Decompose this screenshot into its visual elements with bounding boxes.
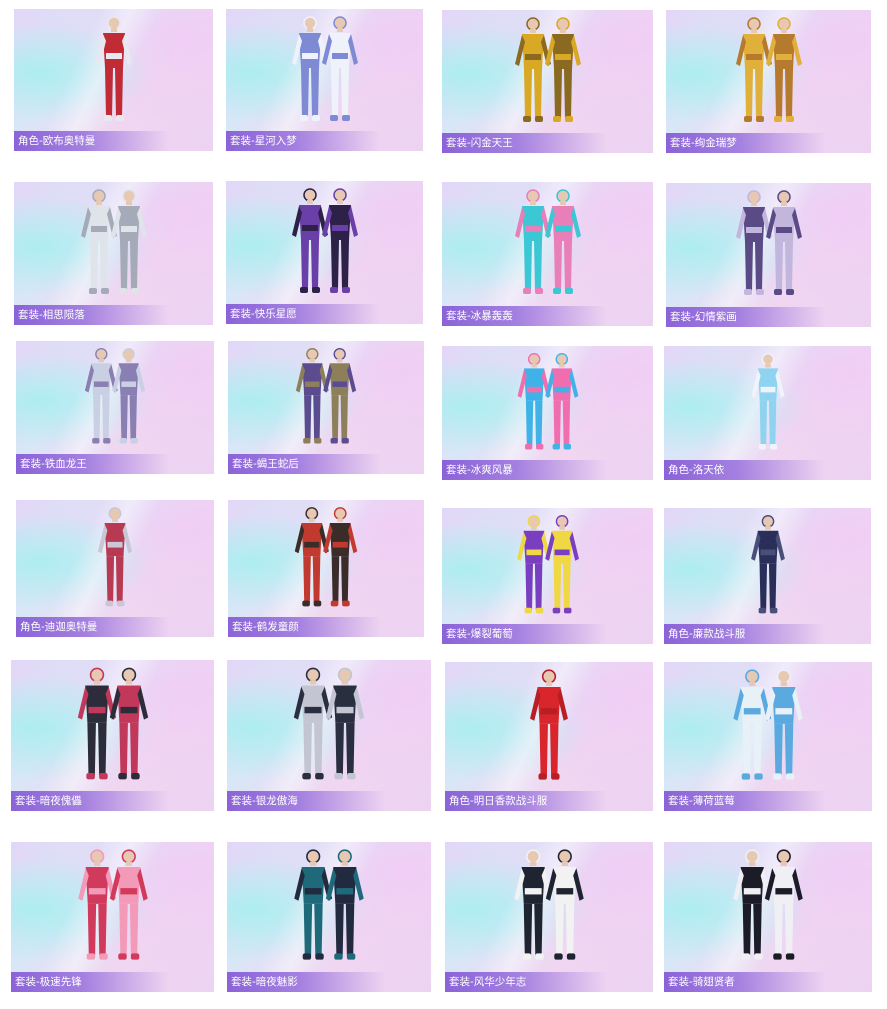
character-figure-image [294,507,358,607]
skin-card[interactable]: 角色-廉款战斗服 [664,508,871,644]
skin-card-label: 套装-暗夜傀儡 [11,791,170,811]
skin-card-label: 角色-欧布奥特曼 [14,131,170,151]
skin-card[interactable]: 套装-鹤发童颜 [228,500,424,637]
skin-card[interactable]: 套装-风华少年志 [445,842,653,992]
character-figure-image [733,849,803,960]
character-figure-image [97,507,133,607]
skin-card-label: 套装-骑翅贤者 [664,972,827,992]
skin-card-label: 套装-快乐星愿 [226,304,380,324]
skin-card[interactable]: 套装-幻情紫画 [666,183,871,327]
character-figure-image [750,352,785,450]
skin-card[interactable]: 套装-闪金天王 [442,10,653,153]
skin-card[interactable]: 套装-冰暴轰轰 [442,182,653,326]
skin-card[interactable]: 套装-薄荷蓝莓 [664,662,872,811]
character-figure-image [514,189,581,294]
character-figure-image [733,669,803,780]
skin-card[interactable]: 套装-快乐星愿 [226,181,423,324]
skin-card-label: 套装-幻情紫画 [666,307,826,327]
character-figure-image [77,667,148,780]
skin-card-label: 套装-爆裂葡萄 [442,624,607,644]
skin-card-label: 角色-廉款战斗服 [664,624,826,644]
skin-card[interactable]: 套装-铁血龙王 [16,341,214,474]
skin-card-label: 套装-冰爽风暴 [442,460,607,480]
skin-card[interactable]: 角色-洛天依 [664,346,871,480]
skin-card[interactable]: 套装-蝎王蛇后 [228,341,424,474]
character-figure-image [294,849,364,960]
skin-card-label: 套装-相思陨落 [14,305,170,325]
character-figure-image [291,16,358,121]
character-figure-image [517,352,578,450]
skin-card-label: 套装-鹤发童颜 [228,617,381,637]
character-figure-image [735,17,802,122]
skin-card-label: 套装-极速先锋 [11,972,170,992]
skin-card-label: 套装-暗夜魅影 [227,972,387,992]
character-figure-image [516,515,579,614]
skin-card-label: 套装-铁血龙王 [16,454,171,474]
character-figure-image [514,17,581,122]
character-figure-image [95,16,132,121]
skin-card-label: 角色-迪迦奥特曼 [16,617,171,637]
character-figure-image [293,667,365,780]
skin-card-label: 套装-薄荷蓝莓 [664,791,827,811]
character-figure-image [530,669,568,780]
skin-card[interactable]: 套装-星河入梦 [226,9,423,151]
skin-card[interactable]: 套装-冰爽风暴 [442,346,653,480]
skin-card[interactable]: 角色-明日香款战斗服 [445,662,653,811]
skin-card[interactable]: 套装-暗夜傀儡 [11,660,214,811]
skin-card[interactable]: 套装-极速先锋 [11,842,214,992]
character-figure-image [291,188,358,293]
skin-card[interactable]: 套装-暗夜魅影 [227,842,431,992]
skin-card[interactable]: 套装-骑翅贤者 [664,842,872,992]
skin-card[interactable]: 套装-绚金瑞梦 [666,10,871,153]
character-figure-image [84,347,146,444]
skin-card[interactable]: 角色-迪迦奥特曼 [16,500,214,637]
skin-card-label: 套装-绚金瑞梦 [666,133,826,153]
character-figure-image [750,515,785,614]
skin-card[interactable]: 套装-银龙傲海 [227,660,431,811]
character-figure-image [514,849,584,960]
character-figure-image [295,347,357,444]
character-figure-image [735,190,802,295]
skin-card-label: 角色-明日香款战斗服 [445,791,608,811]
character-figure-image [80,189,147,294]
skin-card[interactable]: 角色-欧布奥特曼 [14,9,213,151]
skin-card[interactable]: 套装-爆裂葡萄 [442,508,653,644]
skin-card-label: 套装-银龙傲海 [227,791,387,811]
skin-card-label: 套装-风华少年志 [445,972,608,992]
skin-card-label: 套装-冰暴轰轰 [442,306,607,326]
skin-card-label: 套装-星河入梦 [226,131,380,151]
skin-card-label: 套装-闪金天王 [442,133,607,153]
skin-card-label: 套装-蝎王蛇后 [228,454,381,474]
character-figure-image [77,849,148,960]
skin-card-label: 角色-洛天依 [664,460,826,480]
skin-card[interactable]: 套装-相思陨落 [14,182,213,325]
